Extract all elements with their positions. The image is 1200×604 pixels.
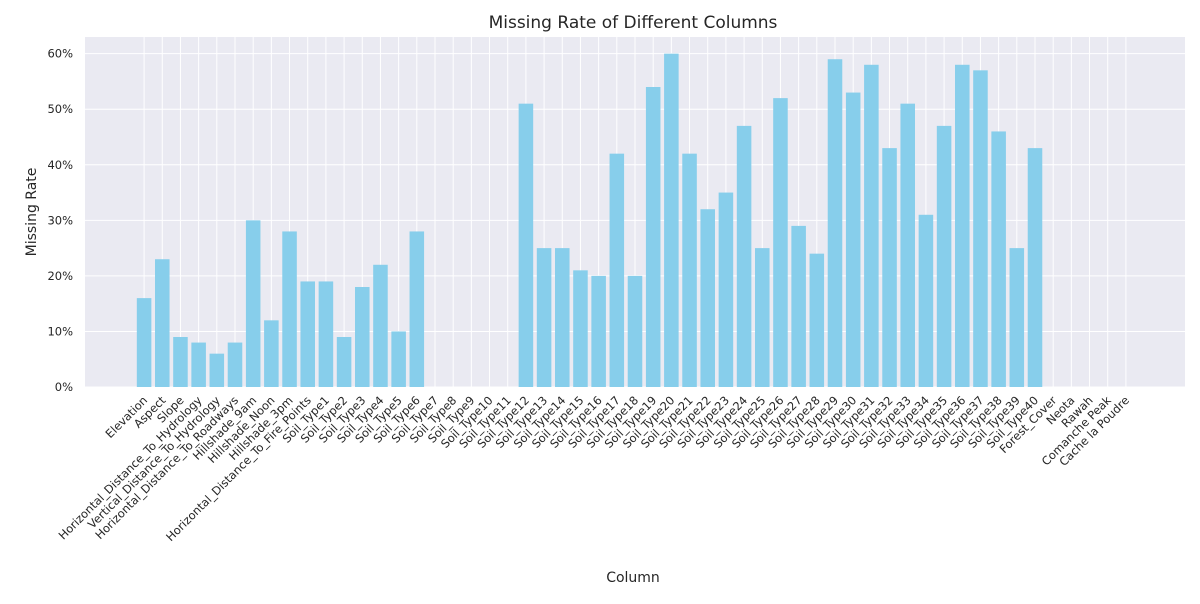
- bar: [282, 231, 297, 387]
- bar: [973, 70, 988, 387]
- bar: [1027, 148, 1043, 387]
- y-tick-label: 50%: [47, 102, 73, 116]
- bar: [809, 253, 825, 387]
- bar: [155, 259, 170, 387]
- y-axis-label: Missing Rate: [24, 168, 40, 257]
- bar: [936, 125, 952, 387]
- bar: [227, 342, 243, 387]
- y-tick-label: 30%: [47, 213, 73, 227]
- bar: [918, 214, 934, 387]
- bar: [318, 281, 334, 387]
- bar: [955, 64, 970, 388]
- x-axis-label: Column: [606, 570, 660, 586]
- bar: [791, 225, 806, 387]
- bar: [300, 281, 315, 387]
- bar: [645, 87, 661, 387]
- chart-title: Missing Rate of Different Columns: [489, 13, 778, 33]
- bar: [682, 153, 697, 387]
- bar: [355, 287, 370, 387]
- bar: [409, 231, 425, 387]
- bar: [827, 59, 843, 387]
- bar: [136, 298, 152, 387]
- bar: [264, 320, 279, 387]
- bar: [991, 131, 1006, 387]
- bar: [882, 148, 897, 387]
- y-tick-label: 20%: [47, 269, 73, 283]
- bar: [518, 103, 534, 388]
- bar: [336, 337, 352, 387]
- bar: [736, 125, 752, 387]
- bar: [864, 64, 879, 388]
- bar: [900, 103, 915, 388]
- bar: [245, 220, 261, 387]
- y-tick-label: 10%: [47, 324, 73, 338]
- y-tick-label: 40%: [47, 158, 73, 172]
- bar: [700, 209, 715, 387]
- bar: [209, 353, 225, 387]
- bar: [555, 248, 570, 387]
- bar: [609, 153, 625, 387]
- bar: [591, 275, 606, 387]
- bar: [536, 248, 552, 387]
- y-tick-label: 60%: [47, 47, 73, 61]
- bar: [755, 248, 770, 387]
- bar: [773, 98, 788, 387]
- x-tick-labels: ElevationAspectSlopeHorizontal_Distance_…: [56, 393, 1132, 544]
- y-tick-label: 0%: [55, 380, 73, 394]
- bar: [573, 270, 588, 387]
- y-tick-labels: 0% 10% 20% 30% 40% 50% 60%: [47, 47, 73, 394]
- bar: [1009, 248, 1025, 387]
- bar: [173, 337, 188, 387]
- bar: [391, 331, 406, 387]
- bar: [627, 275, 643, 387]
- bar: [845, 92, 861, 388]
- bar: [373, 264, 388, 387]
- bar: [191, 342, 206, 387]
- bar: [718, 192, 734, 387]
- bar: [664, 53, 679, 388]
- bars: [136, 53, 1043, 388]
